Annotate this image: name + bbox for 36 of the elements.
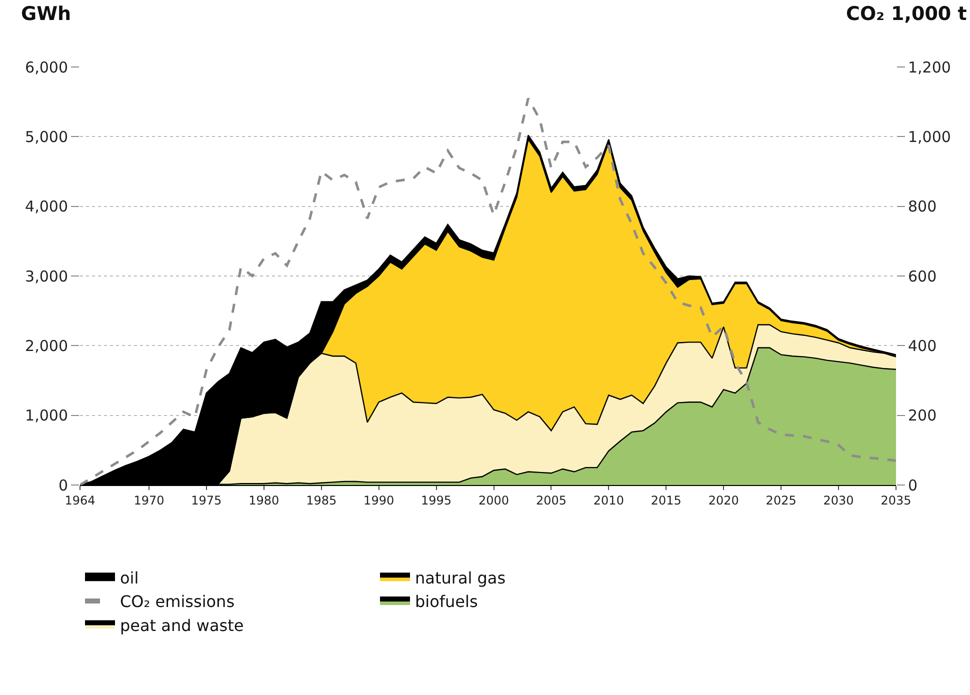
x-tick-label: 2005 bbox=[536, 493, 566, 508]
x-tick-label: 2025 bbox=[766, 493, 796, 508]
x-tick-label: 1975 bbox=[191, 493, 222, 508]
y2-tick-label: 1,000 bbox=[908, 128, 951, 146]
y2-tick-label: 400 bbox=[908, 336, 937, 355]
x-tick-label: 2020 bbox=[708, 493, 739, 508]
x-tick-label: 2035 bbox=[880, 493, 912, 508]
legend-label: peat and waste bbox=[120, 616, 244, 635]
x-tick-label: 2030 bbox=[823, 493, 854, 508]
y-tick-label: 2,000 bbox=[25, 336, 68, 355]
x-tick-label: 2015 bbox=[650, 493, 682, 508]
x-tick-label: 1980 bbox=[248, 493, 280, 508]
y2-tick-label: 200 bbox=[908, 406, 937, 425]
y-tick-label: 6,000 bbox=[25, 58, 68, 76]
y-tick-label: 5,000 bbox=[25, 128, 68, 146]
y2-tick-label: 1,200 bbox=[908, 58, 951, 76]
y-tick-label: 4,000 bbox=[25, 198, 68, 216]
x-tick-label: 2010 bbox=[593, 493, 624, 508]
y-tick-label: 1,000 bbox=[25, 406, 68, 425]
y2-tick-label: 0 bbox=[908, 476, 918, 494]
legend-label: biofuels bbox=[415, 592, 478, 612]
x-tick-label: 1964 bbox=[64, 493, 96, 508]
x-tick-label: 2000 bbox=[478, 493, 510, 508]
legend-label: oil bbox=[120, 568, 139, 588]
y-tick-label: 0 bbox=[58, 476, 68, 494]
y2-tick-label: 800 bbox=[908, 198, 937, 216]
x-tick-label: 1970 bbox=[134, 493, 164, 508]
x-tick-label: 1990 bbox=[364, 493, 394, 508]
x-tick-label: 1995 bbox=[421, 493, 452, 508]
y-axis-title: GWh bbox=[21, 3, 72, 25]
y-tick-label: 3,000 bbox=[25, 267, 68, 286]
x-tick-label: 1985 bbox=[306, 493, 337, 508]
y2-tick-label: 600 bbox=[908, 267, 937, 286]
y2-axis-title: CO₂ 1,000 t bbox=[846, 3, 967, 25]
legend-label: natural gas bbox=[415, 568, 506, 588]
legend-label: CO₂ emissions bbox=[120, 592, 235, 612]
